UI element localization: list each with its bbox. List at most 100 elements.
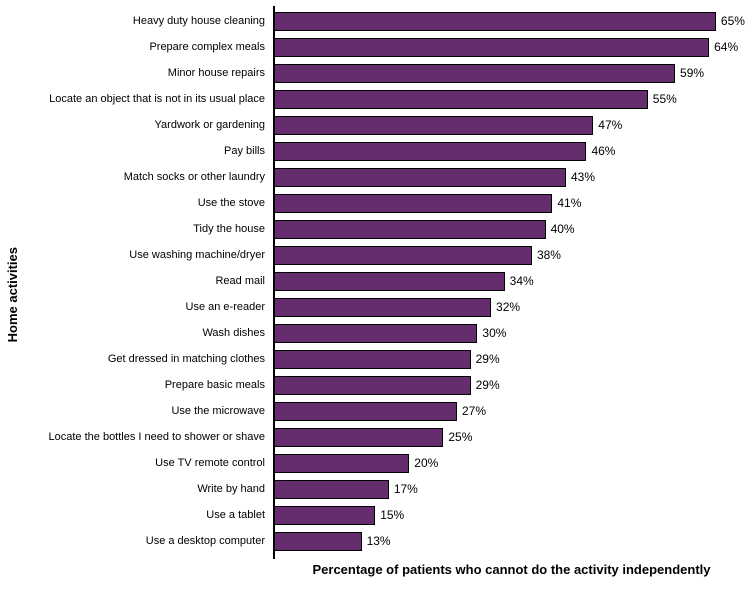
bar — [273, 375, 471, 395]
bar — [273, 427, 444, 447]
y-axis-title: Home activities — [4, 247, 20, 343]
value-label: 41% — [557, 196, 582, 210]
x-axis-title: Percentage of patients who cannot do the… — [312, 562, 711, 577]
value-label: 30% — [482, 326, 507, 340]
plot-cell: 47% — [273, 112, 750, 138]
plot-cell: 29% — [273, 346, 750, 372]
bar-row: Locate the bottles I need to shower or s… — [24, 424, 750, 450]
bar-row: Match socks or other laundry 43% — [24, 164, 750, 190]
bar — [273, 167, 566, 187]
bar-row: Pay bills 46% — [24, 138, 750, 164]
bar-row: Use TV remote control 20% — [24, 450, 750, 476]
bar — [273, 141, 587, 161]
category-label: Use the microwave — [171, 405, 265, 417]
bar — [273, 505, 376, 525]
bar-row: Use an e-reader 32% — [24, 294, 750, 320]
bar-row: Use the stove 41% — [24, 190, 750, 216]
plot-cell: 38% — [273, 242, 750, 268]
bar — [273, 219, 546, 239]
bar — [273, 297, 492, 317]
bar-row: Minor house repairs 59% — [24, 60, 750, 86]
value-label: 40% — [550, 222, 575, 236]
category-label: Get dressed in matching clothes — [107, 353, 265, 365]
bar-row: Prepare complex meals 64% — [24, 34, 750, 60]
bar — [273, 401, 457, 421]
bar — [273, 193, 553, 213]
bar-row: Heavy duty house cleaning 65% — [24, 8, 750, 34]
value-label: 59% — [680, 66, 705, 80]
category-label: Use the stove — [197, 197, 265, 209]
category-label: Use an e-reader — [185, 301, 266, 313]
bar-row: Tidy the house 40% — [24, 216, 750, 242]
category-label: Locate an object that is not in its usua… — [49, 93, 265, 105]
plot-cell: 30% — [273, 320, 750, 346]
category-label: Wash dishes — [202, 327, 265, 339]
value-label: 27% — [461, 404, 487, 418]
plot-cell: 15% — [273, 502, 750, 528]
value-label: 65% — [720, 14, 745, 28]
y-axis-title-column: Home activities — [0, 0, 24, 590]
value-label: 46% — [591, 144, 616, 158]
value-label: 17% — [393, 482, 418, 496]
category-label: Yardwork or gardening — [154, 119, 265, 131]
category-label: Prepare complex meals — [149, 41, 265, 53]
bar — [273, 323, 478, 343]
plot-cell: 55% — [273, 86, 750, 112]
bar-row: Write by hand 17% — [24, 476, 750, 502]
bar — [273, 115, 594, 135]
category-label: Use washing machine/dryer — [129, 249, 265, 261]
value-label: 20% — [414, 456, 439, 470]
category-label: Pay bills — [224, 145, 265, 157]
plot-cell: 17% — [273, 476, 750, 502]
category-label: Use a tablet — [206, 509, 265, 521]
plot-region: Heavy duty house cleaning 65% Prepare co… — [24, 0, 750, 590]
category-label: Tidy the house — [193, 223, 265, 235]
bar — [273, 453, 410, 473]
plot-cell: 65% — [273, 8, 750, 34]
value-label: 25% — [448, 430, 473, 444]
bar-row: Use a tablet 15% — [24, 502, 750, 528]
category-label: Use TV remote control — [155, 457, 265, 469]
value-label: 38% — [536, 248, 561, 262]
bar-row: Get dressed in matching clothes 29% — [24, 346, 750, 372]
bar — [273, 11, 716, 31]
bar-row: Use the microwave 27% — [24, 398, 750, 424]
category-label: Read mail — [215, 275, 265, 287]
value-label: 15% — [380, 508, 405, 522]
category-label: Prepare basic meals — [164, 379, 265, 391]
plot-cell: 25% — [273, 424, 750, 450]
plot-cell: 41% — [273, 190, 750, 216]
bar — [273, 89, 648, 109]
category-label: Locate the bottles I need to shower or s… — [48, 431, 265, 443]
bar-row: Wash dishes 30% — [24, 320, 750, 346]
value-label: 64% — [714, 40, 739, 54]
plot-cell: 64% — [273, 34, 750, 60]
bar — [273, 349, 471, 369]
value-label: 43% — [571, 170, 596, 184]
value-label: 34% — [509, 274, 534, 288]
value-label: 13% — [366, 534, 391, 548]
bar — [273, 37, 710, 57]
bar — [273, 245, 532, 265]
category-label: Heavy duty house cleaning — [132, 15, 265, 27]
category-label: Minor house repairs — [167, 67, 265, 79]
x-axis-title-row: Percentage of patients who cannot do the… — [24, 562, 750, 577]
bar — [273, 531, 362, 551]
bar-row: Locate an object that is not in its usua… — [24, 86, 750, 112]
bars-area: Heavy duty house cleaning 65% Prepare co… — [24, 6, 750, 559]
plot-cell: 40% — [273, 216, 750, 242]
category-label: Match socks or other laundry — [123, 171, 265, 183]
bar-row: Read mail 34% — [24, 268, 750, 294]
plot-cell: 34% — [273, 268, 750, 294]
bar-row: Prepare basic meals 29% — [24, 372, 750, 398]
value-label: 29% — [475, 352, 500, 366]
plot-cell: 43% — [273, 164, 750, 190]
bar — [273, 63, 676, 83]
value-label: 47% — [598, 118, 623, 132]
plot-cell: 46% — [273, 138, 750, 164]
plot-cell: 32% — [273, 294, 750, 320]
value-label: 29% — [475, 378, 500, 392]
bar-row: Use washing machine/dryer 38% — [24, 242, 750, 268]
category-label: Use a desktop computer — [145, 535, 265, 547]
